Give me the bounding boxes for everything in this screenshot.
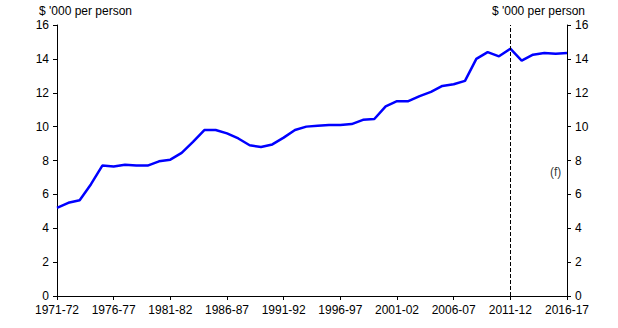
svg-text:1981-82: 1981-82 — [148, 303, 192, 317]
svg-text:$ '000 per person: $ '000 per person — [39, 4, 132, 18]
svg-text:4: 4 — [42, 221, 49, 235]
svg-text:2011-12: 2011-12 — [489, 303, 532, 317]
svg-text:$ '000 per person: $ '000 per person — [492, 4, 585, 18]
svg-text:16: 16 — [36, 18, 50, 32]
svg-text:2006-07: 2006-07 — [432, 303, 476, 317]
svg-text:2: 2 — [42, 255, 49, 269]
svg-text:16: 16 — [575, 18, 589, 32]
svg-text:10: 10 — [36, 120, 50, 134]
svg-text:8: 8 — [42, 154, 49, 168]
svg-text:14: 14 — [36, 52, 50, 66]
svg-text:1986-87: 1986-87 — [205, 303, 249, 317]
svg-text:6: 6 — [42, 187, 49, 201]
svg-text:1971-72: 1971-72 — [35, 303, 79, 317]
svg-text:10: 10 — [575, 120, 589, 134]
svg-text:12: 12 — [575, 86, 589, 100]
svg-text:8: 8 — [575, 154, 582, 168]
svg-text:1991-92: 1991-92 — [262, 303, 306, 317]
svg-text:4: 4 — [575, 221, 582, 235]
svg-text:2001-02: 2001-02 — [375, 303, 419, 317]
svg-text:(f): (f) — [550, 165, 561, 179]
svg-text:12: 12 — [36, 86, 50, 100]
svg-text:2: 2 — [575, 255, 582, 269]
svg-text:6: 6 — [575, 187, 582, 201]
svg-text:1996-97: 1996-97 — [318, 303, 362, 317]
svg-text:2016-17: 2016-17 — [545, 303, 589, 317]
svg-text:14: 14 — [575, 52, 589, 66]
svg-text:0: 0 — [42, 289, 49, 303]
svg-text:1976-77: 1976-77 — [92, 303, 136, 317]
svg-text:0: 0 — [575, 289, 582, 303]
